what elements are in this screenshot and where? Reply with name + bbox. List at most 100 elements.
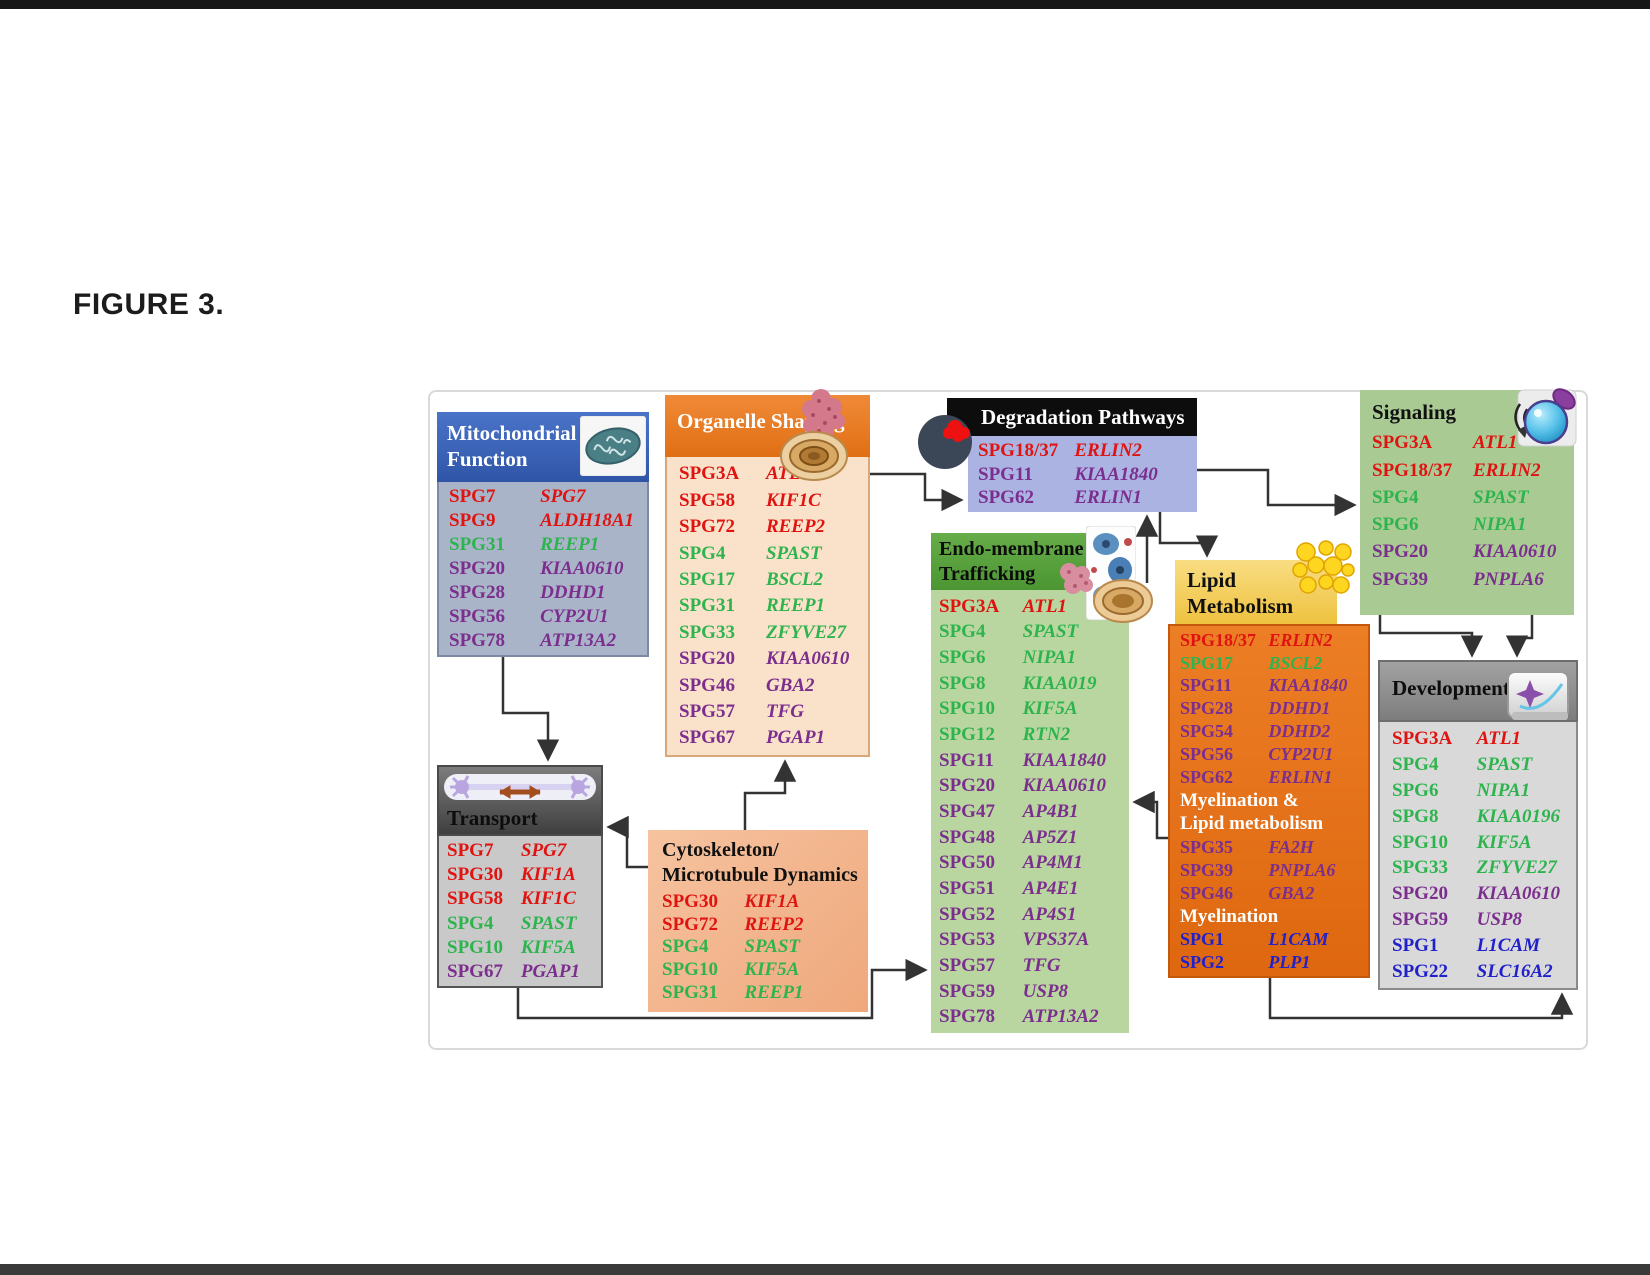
cytoskeleton-box: Cytoskeleton/ Microtubule Dynamics SPG30… [648,830,868,1012]
gene-row: SPG11 KIAA1840 [978,463,1158,485]
pink-vesicle-icon [1053,558,1097,598]
golgi-stack-icon [1092,576,1154,626]
gene-list: SPG3A ATL1 SPG4 SPAST SPG6 NIPA1 SPG8 KIAA0196 S… [1378,722,1578,990]
gene-row: SPG17 BSCL2 [1180,652,1323,673]
gene-row: SPG56 CYP2U1 [449,606,609,627]
gene-row: SPG18/37 ERLIN2 [1180,629,1333,650]
gene-row: SPG11 KIAA1840 [1180,675,1348,696]
gene-row: SPG51 AP4E1 [939,877,1079,899]
gene-row: SPG22 SLC16A2 [1392,961,1553,983]
lipid-gene-list: SPG18/37 ERLIN2 SPG17 BSCL2 SPG11 KIAA1840 SPG… [1168,624,1370,978]
box-title: Lipid [1187,568,1237,592]
box-title: Development [1392,676,1510,700]
gene-row: SPG39 PNPLA6 [1180,859,1336,880]
gene-row: SPG33 ZFYVE27 [679,621,847,643]
gene-row: SPG20 KIAA0610 [449,558,624,579]
gene-row: SPG47 AP4B1 [939,800,1079,822]
sub-heading: Myelination & [1180,789,1299,811]
gene-row: SPG8 KIAA019 [939,672,1097,694]
gene-row: SPG20 KIAA0610 [679,648,850,670]
gene-row: SPG56 CYP2U1 [1180,743,1334,764]
gene-row: SPG4 SPAST [1392,753,1533,775]
gene-row: SPG20 KIAA0610 [939,775,1107,797]
top-dark-bar [0,0,1650,9]
lipid-droplets-icon [1288,538,1356,602]
receptor-sphere-icon [1502,386,1578,450]
gene-row: SPG72 REEP2 [679,516,826,538]
box-title: Mitochondrial [447,421,577,445]
gene-list: SPG3A ATL1 SPG58 KIF1C SPG72 REEP2 SPG4 SPAST SP… [665,457,870,757]
gene-row: SPG67 PGAP1 [447,960,581,982]
sub-heading: Myelination [1180,905,1279,927]
development-box: Development SPG3A ATL1 SPG4 SPAST SPG6 NIPA1 S… [1378,660,1578,990]
box-title: Function [447,447,528,471]
gene-row: SPG7 SPG7 [447,840,567,862]
gene-row: SPG78 ATP13A2 [939,1006,1099,1028]
gene-row: SPG78 ATP13A2 [449,630,617,651]
box-title: Metabolism [1187,594,1294,618]
gene-row: SPG7 SPG7 [449,486,586,507]
gene-row: SPG9 ALDH18A1 [449,510,635,531]
box-title: Trafficking [939,563,1036,585]
box-title: Signaling [1372,400,1457,424]
gene-row: SPG54 DDHD2 [1180,721,1331,742]
gene-row: SPG57 TFG [939,954,1061,976]
gene-row: SPG10 KIF5A [447,936,576,958]
coral-blob-icon [793,383,851,445]
gene-row: SPG57 TFG [679,701,804,723]
gene-list: SPG7 SPG7 SPG9 ALDH18A1 SPG31 REEP1 SPG20 KIAA0… [437,482,649,657]
gene-row: SPG20 KIAA0610 [1372,541,1557,563]
gene-row: SPG39 PNPLA6 [1372,568,1544,590]
development-header: Development [1378,660,1578,722]
gene-row: SPG59 USP8 [939,980,1068,1002]
gene-list: SPG30 KIF1A SPG72 REEP2 SPG4 SPAST SPG10 KIF5A S… [662,888,868,1006]
endo-membrane-trafficking-box: Endo-membrane Trafficking SPG3A ATL1 SPG4 S… [931,533,1129,1033]
sub-heading: Lipid metabolism [1180,813,1324,835]
gene-row: SPG3A ATL1 [1392,727,1521,749]
mitochondrial-function-box: Mitochondrial Function SPG7 SPG7 SPG9 ALDH1… [437,412,649,657]
gene-row: SPG10 KIF5A [939,698,1078,720]
gene-row: SPG6 NIPA1 [1392,779,1531,801]
transport-header: Transport [437,765,603,836]
box-title: Transport [447,806,538,830]
gene-list: SPG7 SPG7 SPG30 KIF1A SPG58 KIF1C SPG4 SPAST SPG… [437,836,603,988]
gene-row: SPG4 SPAST [447,912,577,934]
gene-row: SPG50 AP4M1 [939,852,1083,874]
gene-row: SPG30 KIF1A [447,864,576,886]
box-title: Cytoskeleton/ [662,839,779,861]
gene-row: SPG72 REEP2 [662,913,804,935]
gene-row: SPG67 PGAP1 [679,727,826,749]
gene-row: SPG20 KIAA0610 [1392,883,1561,905]
gene-row: SPG59 USP8 [1392,909,1523,931]
gene-row: SPG31 REEP1 [679,595,826,617]
gene-row: SPG1 L1CAM [1392,935,1540,957]
gene-row: SPG4 SPAST [679,542,822,564]
gene-row: SPG3A ATL1 [939,595,1067,617]
lysosome-icon [918,413,978,471]
gene-row: SPG4 SPAST [1372,486,1529,508]
gene-row: SPG12 RTN2 [939,723,1071,745]
gene-row: SPG11 KIAA1840 [939,749,1107,771]
degradation-pathways-header: Degradation Pathways [947,398,1197,436]
axon-transport-icon [442,770,598,804]
gene-list: SPG3A ATL1 SPG18/37 ERLIN2 SPG4 SPAST SPG6 NIPA… [1360,425,1574,597]
gene-row: SPG18/37 ERLIN2 [978,439,1142,461]
gene-row: SPG4 SPAST [662,936,800,958]
bottom-dark-bar [0,1264,1650,1275]
er-stack-icon [778,428,850,484]
gene-row: SPG17 BSCL2 [679,569,823,591]
gene-row: SPG48 AP5Z1 [939,826,1078,848]
gene-row: SPG18/37 ERLIN2 [1372,459,1541,481]
gene-row: SPG46 GBA2 [679,674,815,696]
box-title: Endo-membrane [939,538,1084,560]
gene-row: SPG28 DDHD1 [449,582,606,603]
gene-row: SPG6 NIPA1 [1372,514,1527,536]
figure-label: FIGURE 3. [73,288,225,321]
gene-row: SPG8 KIAA0196 [1392,805,1561,827]
gene-row: SPG58 KIF1C [447,888,576,910]
petri-dish-neuron-icon [1506,668,1572,724]
gene-row: SPG62 ERLIN1 [1180,766,1333,787]
gene-row: SPG30 KIF1A [662,890,800,912]
gene-row: SPG58 KIF1C [679,489,821,511]
